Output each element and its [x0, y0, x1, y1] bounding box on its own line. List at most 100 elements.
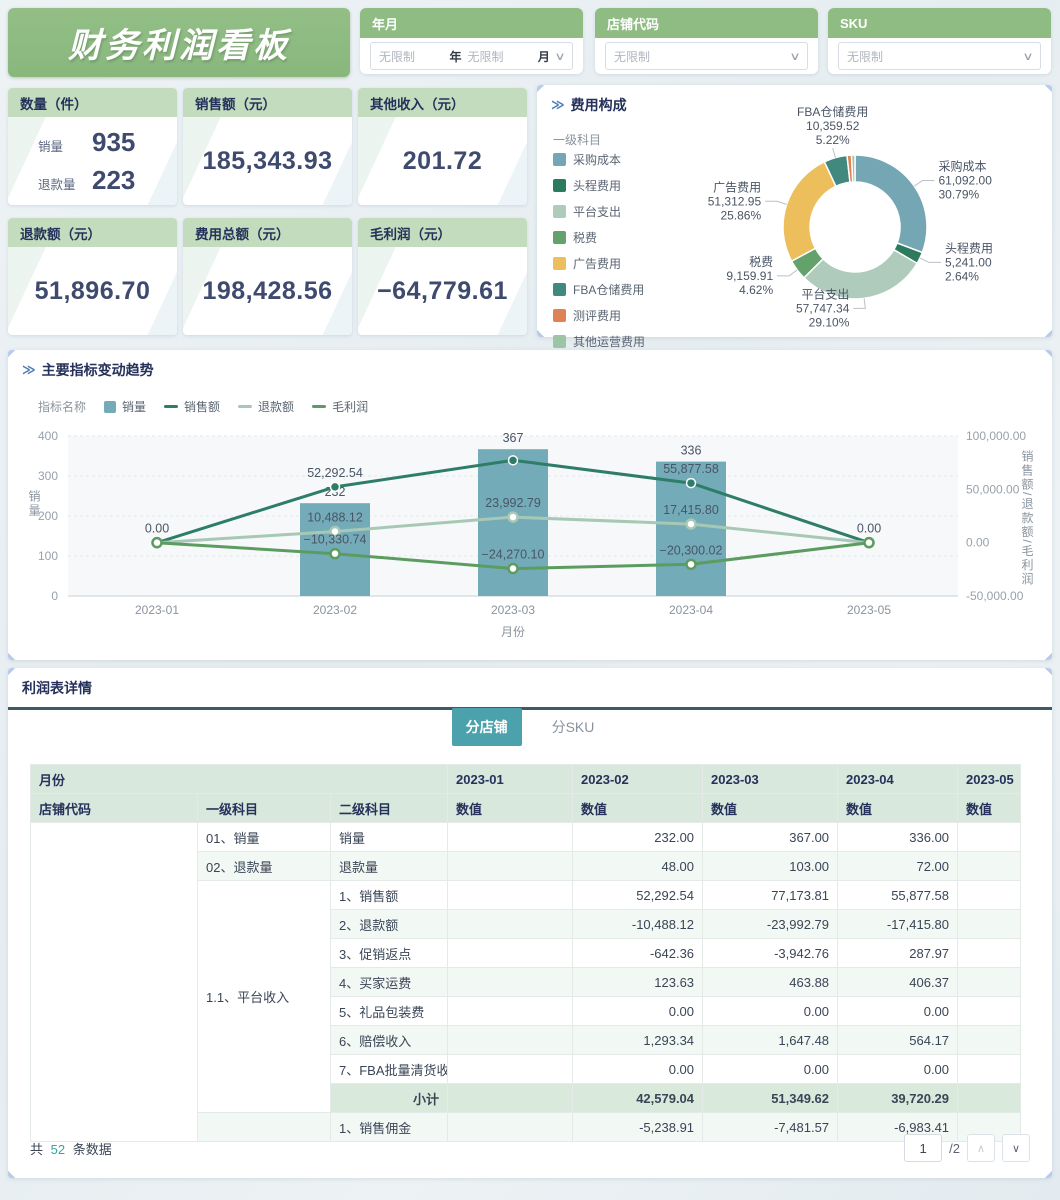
yearmonth-select[interactable]: 无限制 年 无限制 月 ∨ [370, 42, 573, 70]
cell-value-0 [447, 1025, 574, 1055]
donut-legend-item-6[interactable]: 测评费用 [553, 307, 645, 324]
th-month-3: 2023-04 [837, 764, 959, 794]
svg-text:52,292.54: 52,292.54 [307, 466, 363, 480]
trend-chart: 400 300 200 100 0 100,000.00 50,000.00 0.00 -50,… [38, 429, 1026, 639]
cell-value-1: 123.63 [572, 967, 704, 997]
trend-legend-item-0[interactable]: 销量 [104, 398, 146, 415]
trend-legend-label: 指标名称 [38, 400, 87, 414]
donut-legend-item-7[interactable]: 其他运营费用 [553, 333, 645, 350]
cell-level2: 4、买家运费 [329, 967, 449, 997]
point-退款额-1[interactable] [329, 525, 341, 538]
x-tick-0: 2023-01 [135, 603, 179, 617]
chevron-down-icon: ∨ [1022, 50, 1034, 63]
point-毛利润-2[interactable] [507, 562, 519, 575]
cell-value-2: -23,992.79 [702, 909, 839, 939]
kpi-refund-amount-title: 退款额（元） [8, 218, 177, 247]
tab-by-shop[interactable]: 分店铺 [451, 708, 522, 746]
pie-slice-4[interactable] [782, 160, 837, 263]
donut-legend-item-0[interactable]: 采购成本 [553, 151, 645, 168]
donut-legend-item-4[interactable]: 广告费用 [553, 255, 645, 272]
cell-value-1: -10,488.12 [572, 909, 704, 939]
svg-text:29.10%: 29.10% [809, 315, 850, 329]
cell-value-3: 287.97 [837, 938, 959, 968]
cell-value-2: -7,481.57 [702, 1112, 839, 1142]
point-退款额-3[interactable] [685, 518, 697, 530]
legend-line-swatch [238, 405, 253, 408]
donut-legend-item-1[interactable]: 头程费用 [553, 177, 645, 194]
svg-text:0.00: 0.00 [857, 522, 881, 536]
x-tick-2: 2023-03 [491, 603, 535, 617]
page-up-button[interactable]: ∧ [967, 1134, 995, 1162]
legend-swatch [553, 231, 566, 244]
sku-select[interactable]: 无限制 ∨ [838, 42, 1041, 70]
tab-by-sku[interactable]: 分SKU [551, 719, 595, 735]
cell-value-1: 48.00 [572, 851, 704, 881]
th-month-0: 2023-01 [447, 764, 574, 794]
cell-value-0 [447, 822, 574, 852]
point-销售额-1[interactable] [329, 481, 341, 493]
cell-value-1: -5,238.91 [572, 1112, 704, 1142]
pie-slice-7[interactable] [850, 154, 856, 183]
cell-value-3: 0.00 [837, 1054, 959, 1084]
cell-level2: 2、退款额 [329, 909, 449, 939]
cell-value-1: 232.00 [572, 822, 704, 852]
legend-text: 测评费用 [573, 309, 622, 323]
trend-legend-item-1[interactable]: 销售额 [164, 398, 220, 415]
filter-yearmonth: 年月 无限制 年 无限制 月 ∨ [360, 8, 583, 74]
cell-value-0 [447, 938, 574, 968]
donut-legend-item-3[interactable]: 税费 [553, 229, 645, 246]
point-退款额-2[interactable] [507, 511, 519, 523]
legend-text: 广告费用 [573, 257, 622, 271]
filter-shop-code: 店铺代码 无限制 ∨ [595, 8, 818, 74]
trend-legend-item-3[interactable]: 毛利润 [312, 398, 368, 415]
point-毛利润-1[interactable] [329, 547, 341, 560]
cell-value-4 [957, 909, 1022, 939]
cell-value-2: -3,942.76 [702, 938, 839, 968]
table-footer: 共 52 条数据 /2 ∧ ∨ [30, 1134, 1030, 1162]
month-unit: 月 [537, 49, 550, 64]
point-销售额-2[interactable] [507, 455, 519, 466]
svg-text:5,241.00: 5,241.00 [945, 255, 992, 269]
shop-code-select[interactable]: 无限制 ∨ [605, 42, 808, 70]
cell-value-2: 0.00 [702, 996, 839, 1026]
trend-legend-item-2[interactable]: 退款额 [238, 398, 294, 415]
kpi-quantity-title: 数量（件） [8, 88, 177, 117]
table-row: 6、赔偿收入 1,293.34 1,647.48 564.17 [31, 1025, 1022, 1055]
chevron-down-icon: ∨ [789, 50, 801, 63]
cell-level2: 1、销售佣金 [329, 1112, 449, 1142]
table-row: 1.1、平台收入 1、销售额 52,292.54 77,173.81 55,877.58 [31, 880, 1022, 1113]
legend-text: 毛利润 [332, 400, 369, 414]
filter-sku: SKU 无限制 ∨ [828, 8, 1051, 74]
legend-swatch [553, 309, 566, 322]
kpi-sales-amount-title: 销售额（元） [183, 88, 352, 117]
donut-legend-item-5[interactable]: FBA仓储费用 [553, 281, 645, 298]
point-销售额-3[interactable] [685, 477, 697, 489]
kpi-gross-profit-value: −64,779.61 [377, 276, 508, 305]
legend-text: 销量 [122, 400, 147, 414]
point-毛利润-0[interactable] [151, 536, 163, 549]
cell-value-2: 463.88 [702, 967, 839, 997]
cell-level1: 02、退款量 [197, 851, 331, 881]
legend-text: 销售额 [184, 400, 221, 414]
chevron-down-icon: ∨ [554, 50, 566, 63]
page-down-button[interactable]: ∨ [1002, 1134, 1030, 1162]
cell-value-4 [957, 1025, 1022, 1055]
point-毛利润-4[interactable] [863, 536, 875, 549]
donut-legend-item-2[interactable]: 平台支出 [553, 203, 645, 220]
page-input[interactable] [904, 1134, 943, 1162]
th-month-2: 2023-03 [702, 764, 839, 794]
svg-text:61,092.00: 61,092.00 [939, 173, 993, 187]
cell-value-2: 0.00 [702, 1054, 839, 1084]
year-value: 无限制 [379, 49, 416, 64]
filter-yearmonth-label: 年月 [360, 8, 583, 38]
cell-value-3: 406.37 [837, 967, 959, 997]
profit-table-title: 利润表详情 [8, 668, 1052, 710]
cell-value-0 [447, 1054, 574, 1084]
sales-qty-value: 935 [92, 126, 136, 157]
legend-text: 退款额 [258, 400, 295, 414]
svg-text:采购成本: 采购成本 [939, 158, 987, 173]
count-suffix: 条数据 [72, 1141, 112, 1157]
pie-slice-0[interactable] [854, 154, 928, 254]
point-毛利润-3[interactable] [685, 558, 697, 571]
cell-value-3: 39,720.29 [837, 1083, 959, 1113]
